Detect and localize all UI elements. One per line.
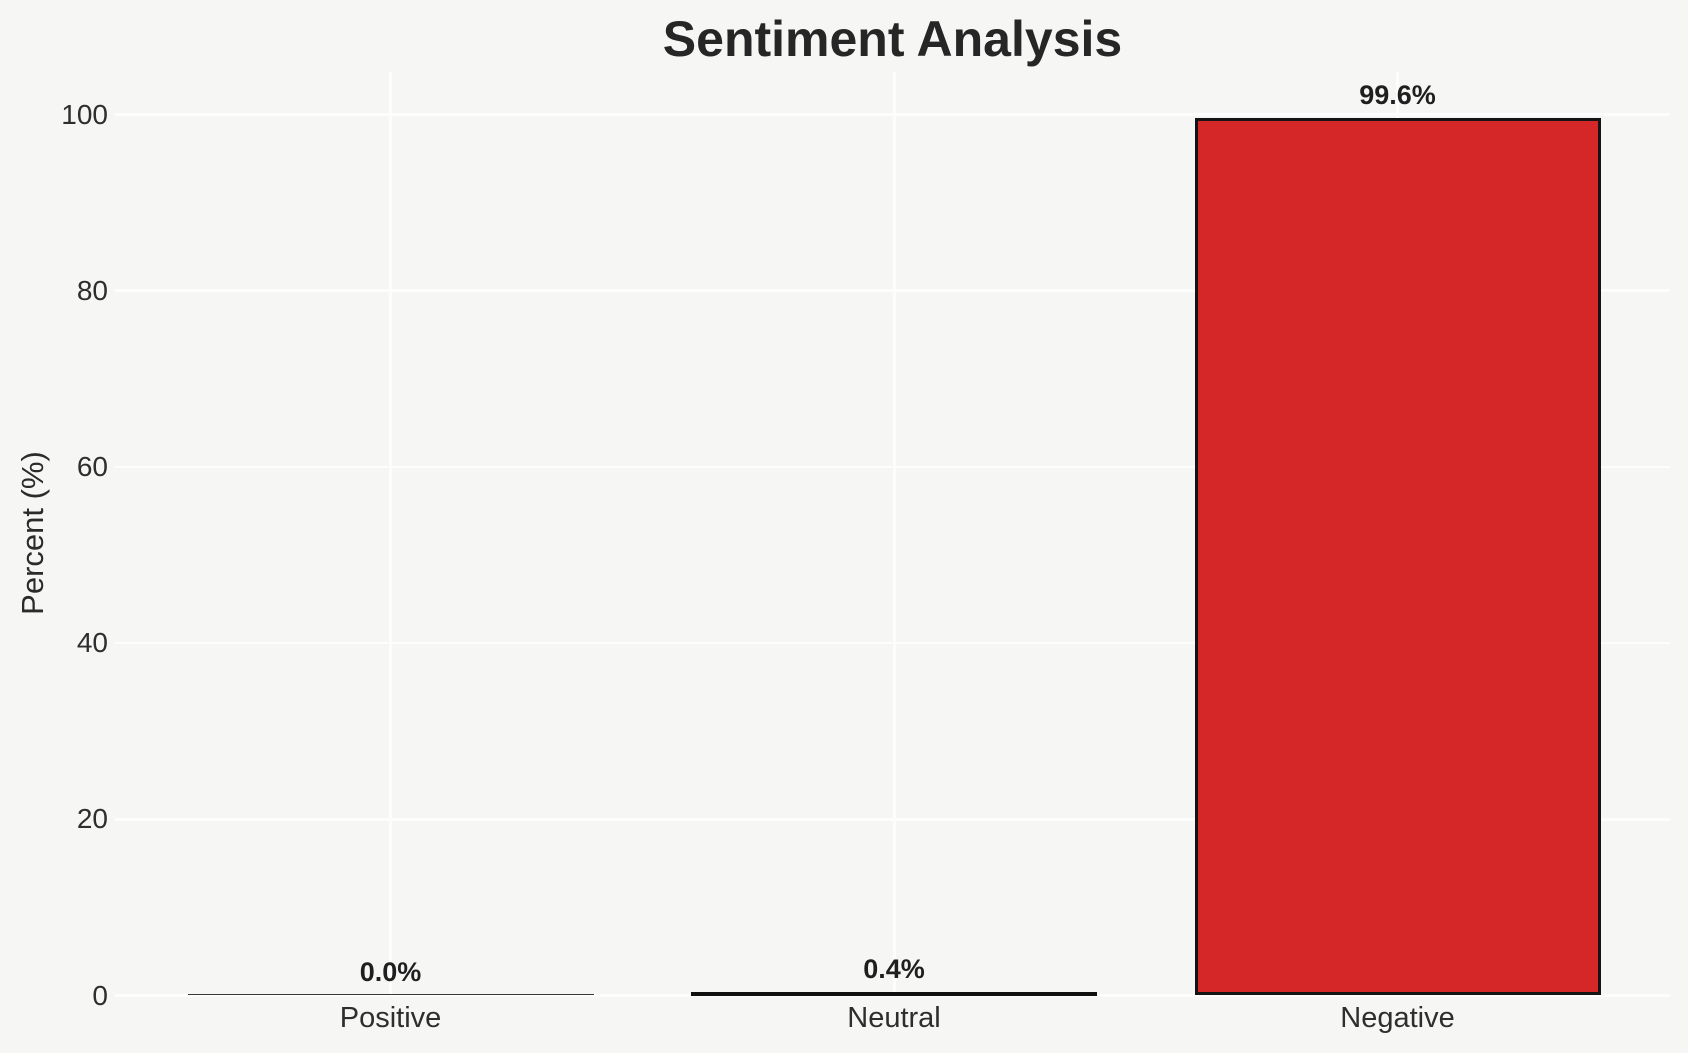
x-tick-label: Negative <box>1340 1002 1455 1034</box>
x-tick-label: Positive <box>339 1002 442 1034</box>
y-tick-label: 100 <box>61 98 108 130</box>
bar-value-label: 0.4% <box>863 953 925 984</box>
y-tick-label: 40 <box>76 627 108 659</box>
y-tick-label: 60 <box>76 450 108 482</box>
bar-value-label: 0.0% <box>359 957 422 988</box>
y-axis-label: Percent (%) <box>15 451 50 615</box>
bar-positive <box>187 993 594 996</box>
y-tick-label: 20 <box>76 803 108 835</box>
x-tick-label: Neutral <box>847 1002 941 1034</box>
gridline-horizontal <box>115 994 1670 997</box>
chart-title: Sentiment Analysis <box>662 11 1123 67</box>
bar-value-label: 99.6% <box>1359 79 1436 110</box>
bar-neutral <box>691 991 1097 996</box>
gridline-vertical <box>892 72 896 996</box>
gridline-vertical <box>389 72 392 996</box>
y-tick-label: 0 <box>92 979 108 1011</box>
bar-negative <box>1194 118 1601 996</box>
y-tick-label: 80 <box>76 274 108 306</box>
